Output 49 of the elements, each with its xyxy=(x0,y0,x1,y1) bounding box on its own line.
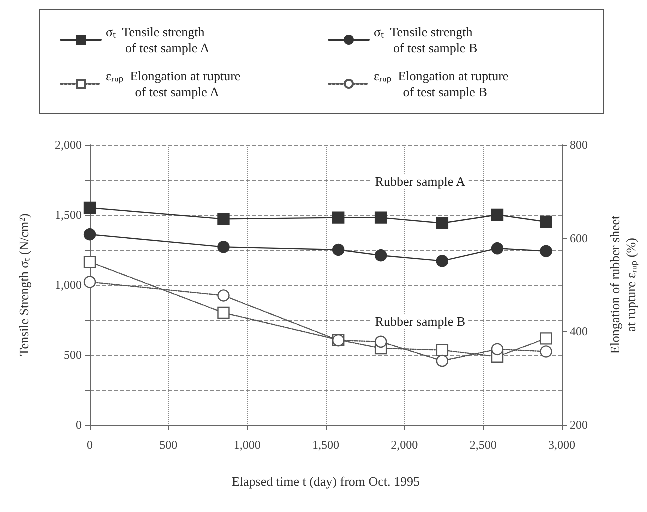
point xyxy=(436,255,449,268)
legend-label: εᵣᵤₚ Elongation at rupture of test sample B xyxy=(374,68,509,100)
point xyxy=(374,336,388,348)
point xyxy=(540,245,552,258)
point xyxy=(491,343,504,356)
point xyxy=(540,346,552,358)
point xyxy=(332,244,345,256)
point xyxy=(218,290,230,302)
point xyxy=(218,213,230,226)
point xyxy=(540,332,552,345)
x-axis-title: Elapsed time t (day) from Oct. 1995 xyxy=(232,474,420,489)
x-tick-label: 0 xyxy=(87,438,93,452)
point xyxy=(374,250,388,262)
point xyxy=(436,354,449,368)
point xyxy=(436,344,449,356)
y2-tick-label: 200 xyxy=(570,418,588,432)
point xyxy=(491,208,504,222)
point xyxy=(84,228,96,241)
x-tick-label: 2,500 xyxy=(470,438,497,452)
y-tick-label: 0 xyxy=(76,418,82,432)
legend-label: σₜ Tensile strength of test sample A xyxy=(106,24,210,56)
y-tick-label: 2,000 xyxy=(55,138,82,152)
annotation: Rubber sample A xyxy=(375,174,466,189)
y-tick-label: 1,500 xyxy=(55,208,82,222)
y2-tick-label: 400 xyxy=(570,324,588,339)
legend-label: εᵣᵤₚ Elongation at rupture of test sample A xyxy=(106,68,241,100)
x-tick-label: 1,000 xyxy=(234,438,261,452)
point xyxy=(84,202,96,214)
point xyxy=(436,217,449,230)
x-tick-label: 1,500 xyxy=(312,438,340,452)
y2-axis-title: Elongation of rubber sheet at rupture εᵣᵤₚ (%) xyxy=(608,215,640,354)
legend-label: σₜ Tensile strength of test sample B xyxy=(374,24,478,56)
y2-tick-label: 800 xyxy=(570,138,588,152)
y-axis-title: Tensile Strength σₜ (N/cm²) xyxy=(16,214,32,356)
point xyxy=(218,306,230,320)
x-tick-label: 3,000 xyxy=(548,438,576,452)
point xyxy=(84,256,96,268)
annotation: Rubber sample B xyxy=(375,314,466,329)
point xyxy=(540,216,552,228)
point xyxy=(374,212,388,224)
point xyxy=(84,276,96,288)
x-tick-label: 500 xyxy=(160,438,178,452)
point xyxy=(491,242,504,255)
y-tick-label: 1,000 xyxy=(55,278,82,292)
point xyxy=(332,212,345,224)
x-tick-label: 2,000 xyxy=(391,438,418,452)
point xyxy=(218,241,230,254)
y2-tick-label: 600 xyxy=(570,231,588,246)
y-tick-label: 500 xyxy=(64,348,82,362)
